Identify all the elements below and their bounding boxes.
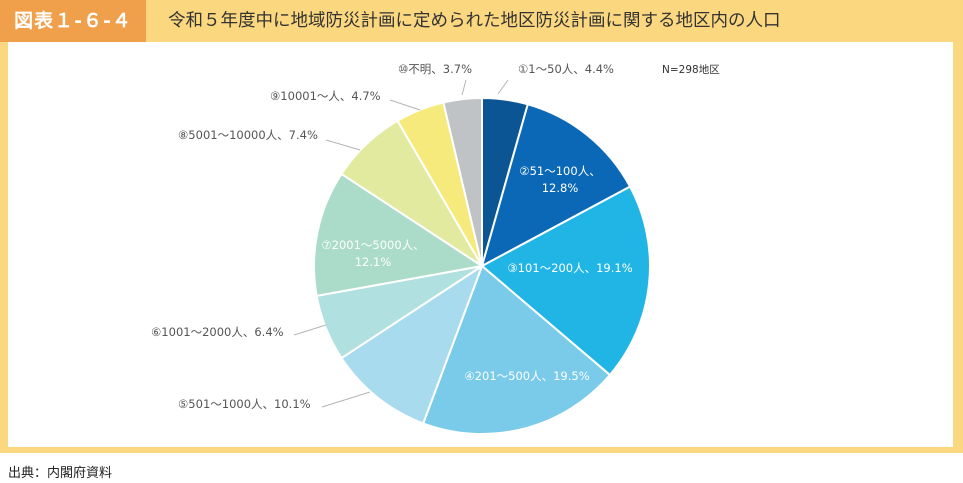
figure-number: 図表１-６-４ <box>0 0 146 42</box>
slice-label-6: ⑥1001～2000人、6.4% <box>151 325 284 339</box>
slice-label-7: ⑦2001～5000人、 12.1% <box>321 238 424 269</box>
pie-slice-2 <box>480 103 632 268</box>
source-note: 出典：内閣府資料 <box>8 466 113 481</box>
figure-header: 図表１-６-４ 令和５年度中に地域防災計画に定められた地区防災計画に関する地区内… <box>0 0 963 42</box>
pie-slice-3 <box>480 185 651 377</box>
slice-label-1: ①1～50人、4.4% <box>518 62 614 76</box>
pie-slice-10 <box>442 96 483 267</box>
leader-line-10 <box>461 79 467 96</box>
pie-slice-5 <box>340 263 485 425</box>
leader-line-1 <box>497 79 509 95</box>
slice-label-9: ⑨10001～人、4.7% <box>270 89 381 103</box>
pie-slice-4 <box>421 264 612 435</box>
pie-slice-7 <box>313 172 485 298</box>
slice-label-10: ⑩不明、3.7% <box>398 62 472 76</box>
slice-label-3: ③101～200人、19.1% <box>507 261 632 275</box>
leader-line-6 <box>293 324 327 336</box>
leader-line-8 <box>325 139 361 151</box>
slice-label-4: ④201～500人、19.5% <box>464 369 589 383</box>
slice-label-8: ⑧5001～10000人、7.4% <box>178 128 318 142</box>
leader-line-9 <box>389 99 421 111</box>
slice-label-5: ⑤501～1000人、10.1% <box>178 397 311 411</box>
slice-label-2: ②51～100人、 12.8% <box>519 164 600 195</box>
sample-size-note: N=298地区 <box>662 63 720 76</box>
leader-line-5 <box>321 391 371 408</box>
figure-title: 令和５年度中に地域防災計画に定められた地区防災計画に関する地区内の人口 <box>168 11 781 31</box>
